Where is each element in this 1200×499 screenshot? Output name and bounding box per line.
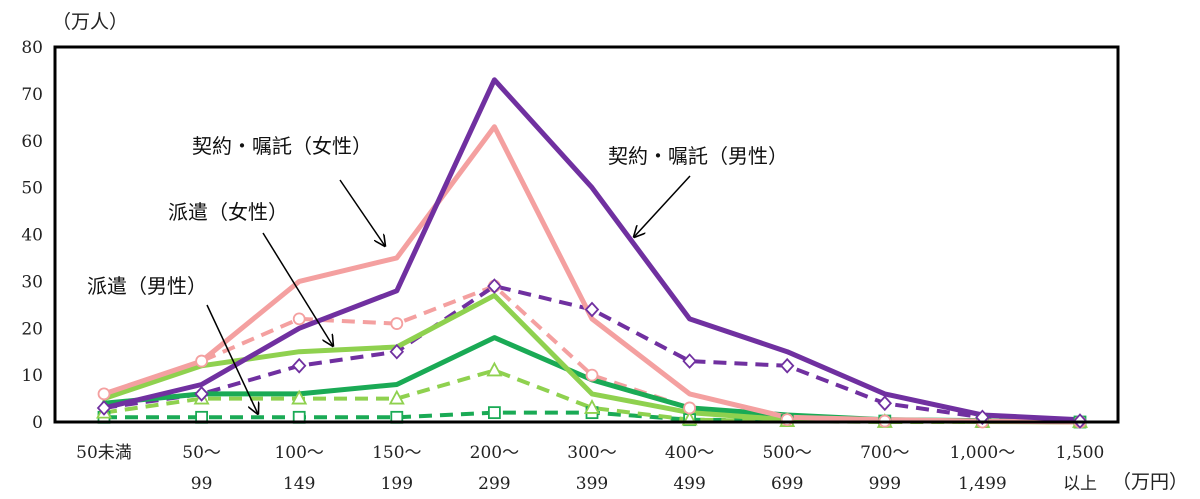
marker-dash_pink-6	[683, 401, 696, 415]
y-tick-label-7: 70	[21, 85, 43, 105]
series-line-keiyaku_male	[101, 77, 1083, 423]
annotation-label-haken-male: 派遣（男性）	[87, 274, 207, 298]
x-tick-label-4-0: 200～	[470, 443, 519, 463]
marker-dash_pink-5	[585, 368, 599, 382]
annotation-arrow-keiyaku-male	[634, 175, 691, 237]
marker-dash_purple-5	[584, 301, 600, 318]
x-tick-label-5-0: 300～	[567, 443, 616, 463]
x-tick-label-4-1: 299	[478, 474, 510, 494]
marker-dash_pink-7	[780, 413, 794, 427]
x-tick-label-9-0: 1,000～	[950, 443, 1016, 463]
x-tick-label-5-1: 399	[576, 474, 608, 494]
marker-dash_purple-3	[389, 343, 405, 360]
marker-dash_light_green-2	[291, 389, 308, 405]
marker-dash_purple-6	[682, 353, 697, 369]
y-tick-label-0: 0	[32, 413, 43, 433]
x-tick-label-1-1: 99	[191, 474, 213, 494]
x-tick-label-6-0: 400～	[665, 443, 714, 463]
annotation-label-haken-female: 派遣（女性）	[168, 200, 288, 224]
series-line-keiyaku_female	[101, 124, 1083, 425]
marker-dash_pink-0	[97, 387, 111, 401]
y-tick-label-5: 50	[21, 179, 43, 199]
annotation-keiyaku-male: 契約・嘱託（男性）	[608, 144, 788, 237]
marker-dash_light_green-3	[388, 389, 405, 405]
x-axis-ticks: 50未満 50～ 99 100～ 149 150～ 199 200～ 299 300～ 399 400…	[76, 443, 1104, 494]
marker-dash_light_green-5	[583, 399, 601, 414]
x-tick-label-8-0: 700～	[860, 443, 909, 463]
annotation-haken-female: 派遣（女性）	[168, 200, 333, 346]
x-tick-label-8-1: 999	[869, 474, 901, 494]
marker-dash_pink-1	[195, 354, 209, 368]
y-tick-label-3: 30	[21, 272, 43, 292]
y-tick-label-6: 60	[21, 132, 43, 152]
marker-dash_purple-8	[877, 395, 893, 412]
marker-dash_purple-1	[194, 386, 209, 402]
annotation-arrow-haken-male	[206, 304, 258, 414]
annotation-arrow-haken-female	[262, 232, 333, 346]
x-tick-label-10-0: 1,500	[1056, 443, 1105, 463]
y-tick-label-2: 20	[21, 319, 43, 339]
marker-dash_purple-7	[779, 357, 795, 374]
y-unit-label: （万人）	[52, 11, 128, 33]
annotation-keiyaku-female: 契約・嘱託（女性）	[192, 134, 385, 246]
x-tick-label-0-0: 50未満	[76, 443, 132, 463]
marker-dash_light_green-4	[486, 361, 503, 377]
x-tick-label-6-1: 499	[673, 474, 705, 494]
x-tick-label-3-0: 150～	[372, 443, 421, 463]
marker-dash_purple-2	[291, 357, 307, 374]
marker-dash_pink-2	[292, 312, 306, 326]
marker-dash_green-4	[487, 406, 501, 420]
annotation-label-keiyaku-female: 契約・嘱託（女性）	[192, 134, 372, 158]
x-tick-label-3-1: 199	[381, 474, 413, 494]
annotation-haken-male: 派遣（男性）	[87, 274, 258, 414]
marker-dash_purple-4	[487, 278, 502, 294]
marker-dash_purple-0	[96, 400, 112, 416]
x-tick-label-2-1: 149	[283, 474, 315, 494]
x-tick-label-7-1: 699	[771, 474, 803, 494]
marker-dash_pink-3	[390, 317, 404, 330]
annotation-label-keiyaku-male: 契約・嘱託（男性）	[608, 144, 788, 168]
y-axis-ticks: 0 10 20 30 40 50 60 70 80	[21, 38, 43, 433]
annotation-arrow-keiyaku-female	[339, 179, 385, 246]
series-line-dash_pink	[103, 284, 1080, 424]
y-tick-label-4: 40	[21, 226, 43, 246]
plot-frame	[53, 45, 1120, 424]
x-tick-label-10-1: 以上	[1063, 474, 1097, 494]
x-tick-label-2-0: 100～	[274, 443, 323, 463]
y-tick-label-8: 80	[21, 38, 43, 58]
x-tick-label-1-0: 50～	[182, 443, 221, 463]
x-tick-label-9-1: 1,499	[958, 474, 1007, 494]
x-unit-label: （万円）	[1112, 471, 1188, 493]
y-tick-label-1: 10	[21, 366, 43, 386]
x-tick-label-7-0: 500～	[762, 443, 811, 463]
